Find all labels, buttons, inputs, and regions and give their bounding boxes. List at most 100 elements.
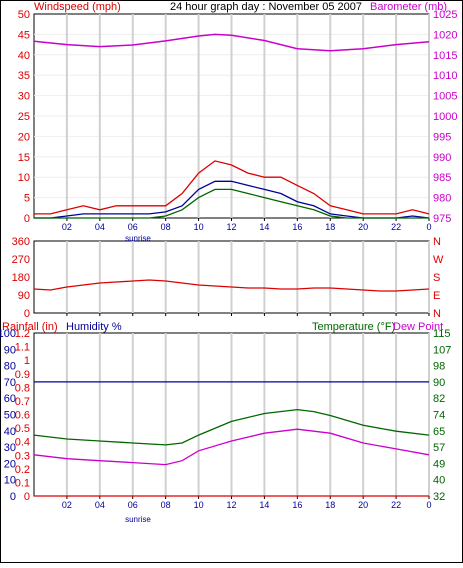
temperature-panel-xtick-label: 22 bbox=[391, 500, 401, 510]
temperature-axis-title: Temperature (°F) bbox=[312, 321, 395, 333]
wind-panel-xtick-label: 04 bbox=[95, 222, 105, 232]
rain-axis-ytick-label: 0.2 bbox=[15, 464, 30, 476]
wind-series-line bbox=[33, 33, 430, 52]
wind-panel-xtick-label: 02 bbox=[62, 222, 72, 232]
temperature-axis-ytick-label: 82 bbox=[433, 393, 445, 405]
direction-panel-ytick-label: 360 bbox=[12, 236, 30, 248]
direction-compass-ytick-label: S bbox=[433, 272, 440, 284]
temperature-panel-xtick-label: 04 bbox=[95, 500, 105, 510]
temperature-axis-ytick-label: 32 bbox=[433, 491, 445, 503]
wind-panel-ytick-label: 15 bbox=[18, 152, 30, 164]
temperature-axis-ytick-label: 57 bbox=[433, 442, 445, 454]
rain-axis-ytick-label: 1.1 bbox=[15, 342, 30, 354]
wind-panel-ytick-label: 10 bbox=[18, 172, 30, 184]
wind-panel-ytick-label: 50 bbox=[18, 9, 30, 21]
barometer-ytick-label: 990 bbox=[433, 152, 451, 164]
temperature-panel-xtick-label: 16 bbox=[292, 500, 302, 510]
temperature-panel-xtick-label: 08 bbox=[161, 500, 171, 510]
humidity-axis-ytick-label: 0 bbox=[10, 491, 16, 503]
wind-panel-xtick-label: 20 bbox=[358, 222, 368, 232]
wind-panel-ytick-label: 30 bbox=[18, 91, 30, 103]
wind-panel-ytick-label: 5 bbox=[24, 193, 30, 205]
humidity-axis-ytick-label: 40 bbox=[4, 426, 16, 438]
wind-panel-ytick-label: 0 bbox=[24, 213, 30, 225]
humidity-axis-ytick-label: 60 bbox=[4, 393, 16, 405]
temperature-panel-xtick-label: 18 bbox=[325, 500, 335, 510]
humidity-axis-ytick-label: 20 bbox=[4, 458, 16, 470]
rain-axis-ytick-label: 0.5 bbox=[15, 423, 30, 435]
sunrise-label-bottom: sunrise bbox=[125, 515, 151, 524]
wind-axis-title: Windspeed (mph) bbox=[34, 1, 121, 13]
wind-panel-xtick-label: 06 bbox=[128, 222, 138, 232]
temperature-axis-ytick-label: 98 bbox=[433, 361, 445, 373]
direction-compass-ytick-label: N bbox=[433, 236, 441, 248]
temperature-axis-ytick-label: 65 bbox=[433, 426, 445, 438]
barometer-axis-title: Barometer (mb) bbox=[370, 1, 447, 13]
barometer-ytick-label: 980 bbox=[433, 193, 451, 205]
temperature-axis-ytick-label: 40 bbox=[433, 475, 445, 487]
humidity-axis-ytick-label: 30 bbox=[4, 442, 16, 454]
wind-panel-ytick-label: 45 bbox=[18, 29, 30, 41]
humidity-axis-ytick-label: 10 bbox=[4, 475, 16, 487]
rain-axis-ytick-label: 0.3 bbox=[15, 450, 30, 462]
humidity-axis-ytick-label: 90 bbox=[4, 344, 16, 356]
rain-axis-ytick-label: 0.6 bbox=[15, 410, 30, 422]
temperature-panel-xtick-label: 14 bbox=[259, 500, 269, 510]
direction-compass-ytick-label: N bbox=[433, 308, 441, 320]
wind-panel-ytick-label: 35 bbox=[18, 70, 30, 82]
temperature-axis-ytick-label: 107 bbox=[433, 344, 451, 356]
direction-compass-ytick-label: W bbox=[433, 254, 444, 266]
direction-panel-ytick-label: 180 bbox=[12, 272, 30, 284]
humidity-axis-title: Humidity % bbox=[66, 321, 122, 333]
rain-axis-ytick-label: 0.1 bbox=[15, 477, 30, 489]
humidity-axis-ytick-label: 80 bbox=[4, 361, 16, 373]
barometer-ytick-label: 1000 bbox=[433, 111, 457, 123]
sunrise-label: sunrise bbox=[125, 234, 151, 243]
barometer-ytick-label: 1010 bbox=[433, 70, 457, 82]
barometer-ytick-label: 995 bbox=[433, 131, 451, 143]
wind-panel-ytick-label: 20 bbox=[18, 131, 30, 143]
graph-title: 24 hour graph day : November 05 2007 bbox=[170, 1, 362, 13]
wind-panel-xtick-label: 10 bbox=[194, 222, 204, 232]
temperature-series-line bbox=[33, 428, 430, 466]
wind-panel-ytick-label: 25 bbox=[18, 111, 30, 123]
barometer-ytick-label: 1015 bbox=[433, 50, 457, 62]
rain-axis-ytick-label: 0 bbox=[24, 491, 30, 503]
humidity-axis-ytick-label: 100 bbox=[0, 328, 16, 340]
wind-panel-xtick-label: 08 bbox=[161, 222, 171, 232]
temperature-panel-xtick-label: 02 bbox=[62, 500, 72, 510]
temperature-axis-ytick-label: 115 bbox=[433, 328, 451, 340]
temperature-panel-xtick-label: 06 bbox=[128, 500, 138, 510]
wind-panel-xtick-label: 18 bbox=[325, 222, 335, 232]
temperature-axis-ytick-label: 74 bbox=[433, 410, 445, 422]
barometer-ytick-label: 1005 bbox=[433, 91, 457, 103]
rain-axis-ytick-label: 1 bbox=[24, 355, 30, 367]
temperature-panel-xtick-label: 0 bbox=[426, 500, 431, 510]
wind-panel-ytick-label: 40 bbox=[18, 50, 30, 62]
wind-panel-xtick-label: 22 bbox=[391, 222, 401, 232]
temperature-axis-ytick-label: 49 bbox=[433, 458, 445, 470]
rain-axis-ytick-label: 0.9 bbox=[15, 369, 30, 381]
rain-axis-ytick-label: 0.7 bbox=[15, 396, 30, 408]
humidity-axis-ytick-label: 70 bbox=[4, 377, 16, 389]
wind-panel-xtick-label: 12 bbox=[226, 222, 236, 232]
rain-axis-ytick-label: 0.8 bbox=[15, 382, 30, 394]
wind-series-line bbox=[34, 188, 429, 219]
wind-panel-xtick-label: 0 bbox=[426, 222, 431, 232]
dewpoint-axis-title: Dew Point bbox=[393, 321, 443, 333]
temperature-panel-xtick-label: 10 bbox=[194, 500, 204, 510]
wind-series-line bbox=[34, 160, 430, 215]
direction-series-line bbox=[33, 279, 430, 292]
temperature-panel-xtick-label: 12 bbox=[226, 500, 236, 510]
direction-panel-ytick-label: 0 bbox=[24, 308, 30, 320]
barometer-ytick-label: 1025 bbox=[433, 9, 457, 21]
rain-axis-ytick-label: 1.2 bbox=[15, 328, 30, 340]
rainfall-axis-title: Rainfall (in) bbox=[2, 321, 58, 333]
wind-panel-xtick-label: 16 bbox=[292, 222, 302, 232]
temperature-series-line bbox=[33, 408, 430, 446]
temperature-panel-xtick-label: 20 bbox=[358, 500, 368, 510]
humidity-axis-ytick-label: 50 bbox=[4, 410, 16, 422]
barometer-ytick-label: 985 bbox=[433, 172, 451, 184]
